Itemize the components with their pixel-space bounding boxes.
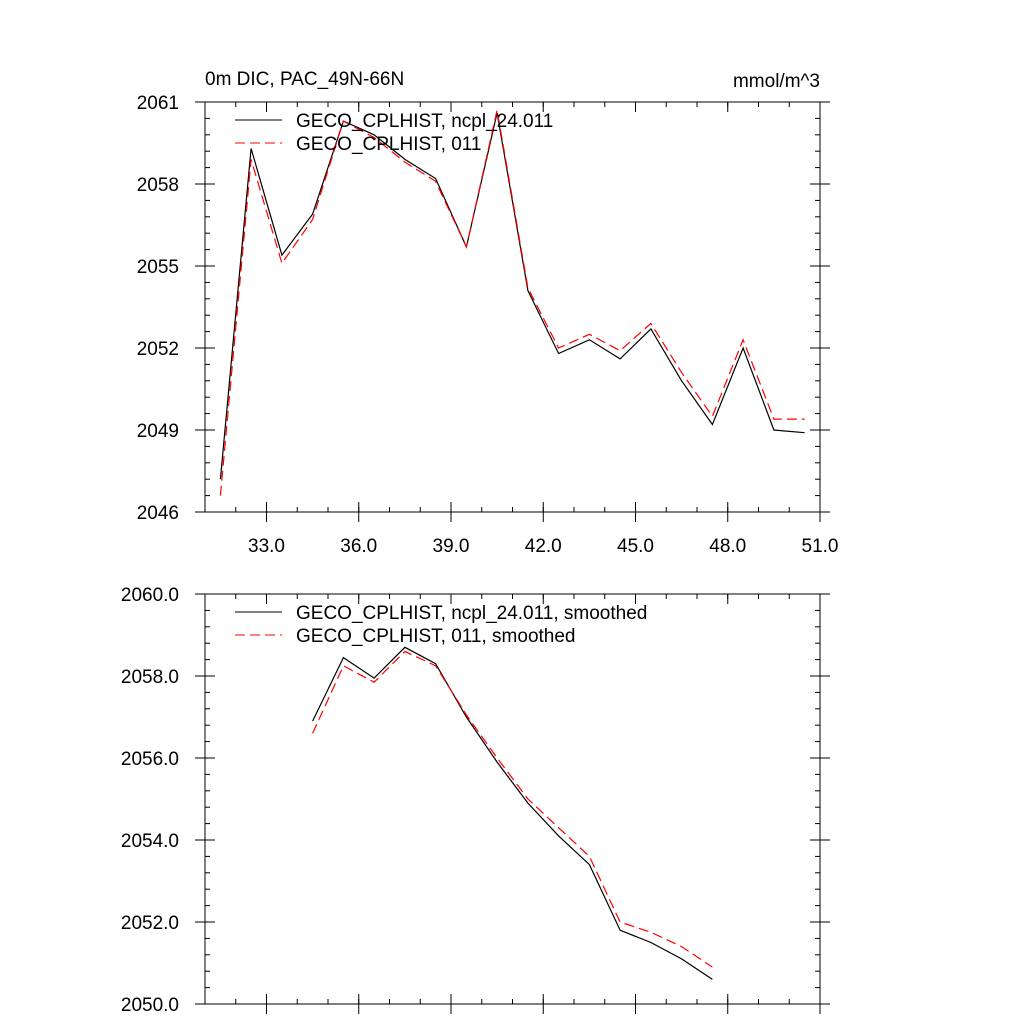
x-tick-label: 48.0	[709, 536, 746, 557]
y-tick-label: 2058.0	[121, 667, 179, 688]
series-lines	[312, 646, 713, 980]
x-tick-label: 33.0	[248, 536, 285, 557]
y-tick-label: 2061	[137, 93, 179, 114]
y-tick-label: 2052	[137, 339, 179, 360]
legend: GECO_CPLHIST, ncpl_24.011 GECO_CPLHIST, …	[235, 111, 553, 155]
series-lines	[219, 110, 805, 496]
series-line-2	[312, 650, 713, 968]
bottom-panel: 2050.0 2052.0 2054.0 2056.0 2058.0 2060.0 GEC…	[121, 585, 830, 1016]
x-tick-label: 39.0	[433, 536, 470, 557]
series-line-1	[312, 646, 713, 980]
tick-labels: 33.0 36.0 39.0 42.0 45.0 48.0 51.0 2046 2049 2052…	[137, 93, 839, 557]
legend-label: GECO_CPLHIST, 011	[296, 134, 482, 155]
y-tick-label: 2056.0	[121, 749, 179, 770]
y-tick-label: 2054.0	[121, 831, 179, 852]
legend: GECO_CPLHIST, ncpl_24.011, smoothed GECO…	[235, 603, 647, 647]
units-label: mmol/m^3	[733, 71, 820, 92]
x-tick-label: 42.0	[525, 536, 562, 557]
tick-marks	[195, 593, 830, 1014]
top-panel: 0m DIC, PAC_49N-66N mmol/m^3 33.0 36.0 39.…	[137, 69, 839, 557]
y-tick-label: 2049	[137, 421, 179, 442]
panel-title: 0m DIC, PAC_49N-66N	[205, 69, 404, 90]
series-line-1	[219, 112, 805, 480]
y-tick-label: 2050.0	[121, 995, 179, 1016]
series-line-2	[219, 110, 805, 496]
x-tick-label: 36.0	[340, 536, 377, 557]
y-tick-label: 2055	[137, 257, 179, 278]
legend-label: GECO_CPLHIST, ncpl_24.011, smoothed	[296, 603, 647, 624]
plot-frame	[204, 593, 821, 1005]
y-tick-label: 2052.0	[121, 913, 179, 934]
tick-labels: 2050.0 2052.0 2054.0 2056.0 2058.0 2060.0	[121, 585, 179, 1016]
x-tick-label: 51.0	[802, 536, 839, 557]
tick-marks	[195, 101, 830, 522]
plot-frame	[204, 101, 821, 513]
y-tick-label: 2058	[137, 175, 179, 196]
legend-label: GECO_CPLHIST, ncpl_24.011	[296, 111, 553, 132]
y-tick-label: 2060.0	[121, 585, 179, 606]
y-tick-label: 2046	[137, 503, 179, 524]
x-tick-label: 45.0	[617, 536, 654, 557]
legend-label: GECO_CPLHIST, 011, smoothed	[296, 626, 576, 647]
